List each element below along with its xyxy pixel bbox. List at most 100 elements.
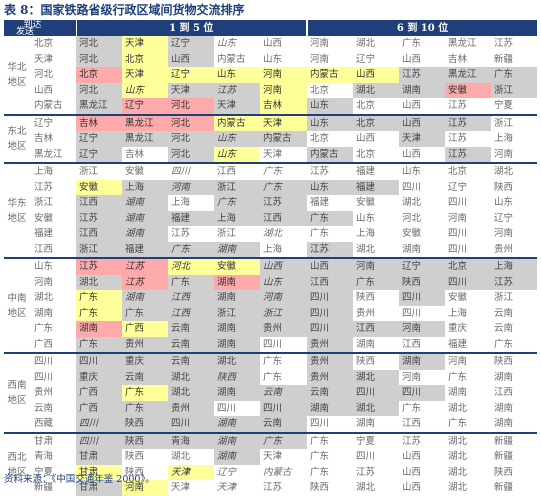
table-row: 福建 江西 湖南 江苏 浙江 湖北 广东 上海 安徽 四川 河南: [4, 226, 537, 242]
destination-cell: 湖南: [214, 385, 260, 401]
destination-cell: 山西: [307, 257, 354, 275]
destination-cell: 陕西: [122, 416, 168, 433]
destination-cell: 北京: [353, 113, 400, 131]
destination-cell: 河北: [402, 212, 422, 224]
destination-cell: 北京: [445, 162, 492, 180]
destination-cell: 内蒙古: [263, 466, 292, 478]
destination-cell: 重庆: [448, 323, 468, 335]
destination-cell: 四川: [260, 400, 308, 416]
destination-cell: 四川: [399, 385, 446, 401]
destination-cell: 江苏: [494, 38, 514, 50]
destination-cell: 湖南: [494, 418, 514, 430]
destination-cell: 河北: [168, 113, 214, 131]
destination-cell: 广东: [310, 451, 330, 463]
destination-cell: 江苏: [122, 257, 168, 275]
destination-cell: 山西: [353, 67, 400, 83]
corner-send: 发送: [16, 27, 35, 37]
destination-cell: 湖南: [214, 431, 260, 449]
destination-cell: 四川: [76, 352, 122, 370]
destination-cell: 云南: [168, 336, 214, 353]
destination-cell: 广西: [76, 385, 122, 401]
destination-cell: 湖北: [448, 451, 468, 463]
destination-cell: 河南: [448, 212, 468, 224]
destination-cell: 山西: [168, 51, 214, 67]
table-row: 河南 湖北 江苏 广东 湖南 山东 江西 广东 陕西 四川 江苏: [4, 274, 538, 290]
destination-cell: 湖南: [214, 416, 260, 433]
destination-cell: 上海: [122, 179, 168, 195]
destination-cell: 黑龙江: [122, 131, 168, 147]
destination-cell: 浙江: [214, 305, 260, 321]
destination-cell: 河北: [168, 98, 214, 115]
destination-cell: 湖北: [445, 431, 492, 449]
destination-cell: 广东: [353, 274, 400, 290]
destination-cell: 四川: [445, 274, 492, 290]
destination-cell: 河南: [260, 67, 308, 83]
destination-cell: 黑龙江: [76, 98, 122, 115]
destination-cell: 辽宁: [76, 131, 122, 147]
destination-cell: 河南: [310, 38, 330, 50]
destination-cell: 河南: [168, 179, 214, 195]
destination-cell: 内蒙古: [307, 146, 354, 163]
destination-cell: 上海: [448, 307, 468, 319]
region-label: 东北地区: [4, 113, 30, 163]
destination-cell: 广东: [491, 67, 538, 83]
destination-cell: 上海: [171, 197, 191, 209]
table-row: 黑龙江 辽宁 吉林 河北 山东 天津 内蒙古 北京 山西 江苏 河南: [4, 146, 537, 163]
origin-province: 安徽: [34, 212, 54, 224]
destination-cell: 云南: [260, 385, 308, 401]
destination-cell: 天津: [122, 67, 168, 83]
destination-cell: 河北: [168, 131, 214, 147]
origin-province: 广西: [34, 338, 54, 350]
destination-cell: 江西: [353, 321, 400, 337]
origin-province: 青海: [34, 451, 54, 463]
destination-cell: 江苏: [445, 146, 492, 163]
destination-cell: 安徽: [448, 292, 468, 304]
destination-cell: 山西: [402, 451, 422, 463]
destination-cell: 湖北: [168, 385, 214, 401]
destination-cell: 陕西: [353, 352, 400, 370]
destination-cell: 四川: [217, 402, 237, 414]
destination-cell: 陕西: [491, 352, 538, 370]
destination-cell: 河北: [168, 257, 214, 275]
destination-cell: 陕西: [122, 431, 168, 449]
destination-cell: 湖北: [448, 402, 468, 414]
origin-province: 江西: [34, 243, 54, 255]
destination-cell: 新疆: [494, 53, 514, 65]
destination-cell: 江苏: [399, 431, 446, 449]
destination-cell: 湖南: [356, 338, 376, 350]
destination-cell: 山东: [122, 82, 168, 98]
destination-cell: 辽宁: [217, 466, 237, 478]
destination-cell: 山西: [399, 113, 446, 131]
destination-cell: 江苏: [399, 67, 446, 83]
destination-cell: 江苏: [307, 162, 354, 180]
destination-cell: 四川: [448, 197, 468, 209]
origin-province: 天津: [34, 53, 54, 65]
destination-cell: 湖北: [356, 38, 376, 50]
destination-cell: 湖南: [494, 371, 514, 383]
destination-cell: 湖南: [122, 290, 168, 306]
destination-cell: 福建: [168, 210, 214, 226]
destination-cell: 上海: [263, 243, 283, 255]
origin-province: 四川: [30, 352, 76, 370]
destination-cell: 广东: [448, 418, 468, 430]
group-rank-6-10: 6 到 10 位: [307, 20, 538, 36]
origin-province: 上海: [30, 162, 76, 180]
destination-cell: 湖南: [399, 82, 446, 98]
destination-cell: 陕西: [125, 451, 145, 463]
destination-cell: 四川: [263, 338, 283, 350]
table-row: 湖北 广东 湖南 江西 湖南 河南 四川 陕西 四川 安徽 浙江: [4, 290, 537, 306]
destination-cell: 天津: [263, 148, 283, 160]
destination-cell: 吉林: [448, 53, 468, 65]
destination-cell: 山东: [214, 131, 260, 147]
origin-province: 浙江: [34, 197, 54, 209]
destination-cell: 河南: [402, 371, 422, 383]
destination-cell: 湖南: [402, 243, 422, 255]
destination-cell: 云南: [168, 352, 214, 370]
destination-cell: 河南: [494, 228, 514, 240]
origin-province: 广东: [34, 323, 54, 335]
destination-cell: 山东: [260, 274, 308, 290]
destination-cell: 上海: [356, 228, 376, 240]
destination-cell: 重庆: [122, 352, 168, 370]
destination-cell: 四川: [448, 228, 468, 240]
table-title: 表 8：国家铁路省级行政区域间货物交流排序: [4, 3, 245, 17]
